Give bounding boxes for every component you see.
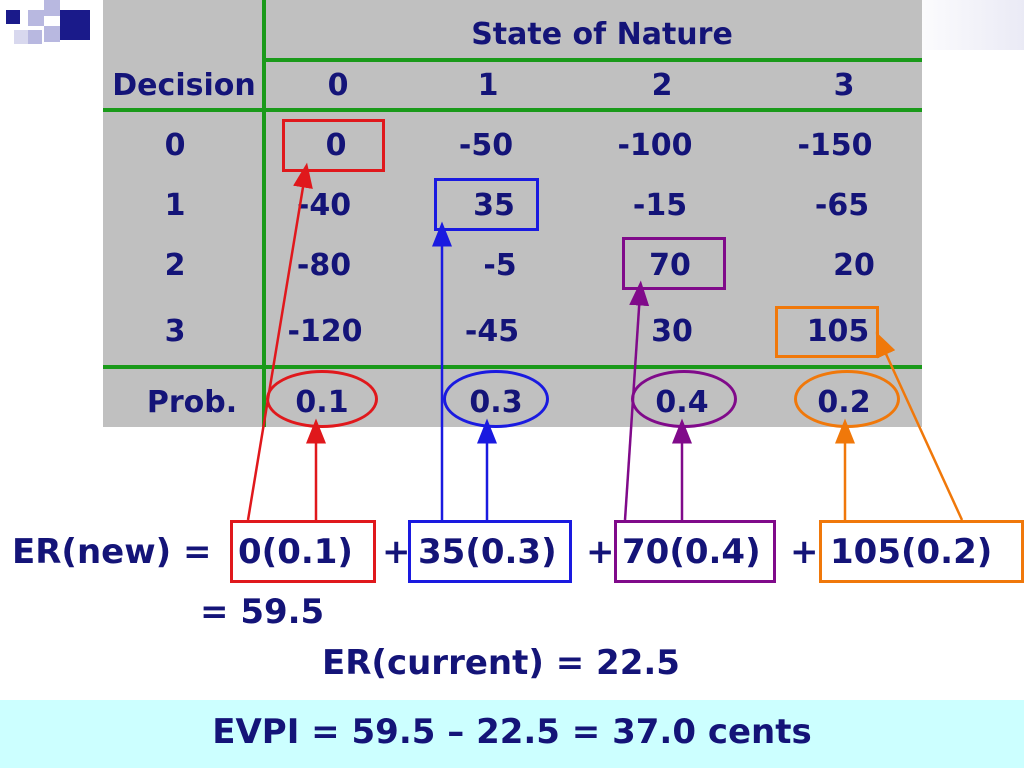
- payoff-cell: -80: [296, 248, 352, 283]
- payoff-cell: -120: [287, 314, 363, 349]
- payoff-cell: -65: [814, 188, 870, 223]
- table-divider-prob: [103, 365, 922, 369]
- highlight-box-purple: [622, 237, 726, 290]
- state-header-2: 2: [651, 68, 673, 103]
- decision-label-0: 0: [164, 128, 186, 163]
- prob-oval-orange: [794, 370, 900, 428]
- term-box-red: [230, 520, 376, 583]
- table-divider-header: [264, 58, 922, 62]
- payoff-cell: -45: [464, 314, 520, 349]
- payoff-cell: -40: [296, 188, 352, 223]
- table-divider-vertical: [262, 0, 266, 427]
- highlight-box-orange: [775, 306, 879, 358]
- prob-oval-purple: [631, 370, 737, 428]
- evpi-result: EVPI = 59.5 – 22.5 = 37.0 cents: [212, 712, 812, 752]
- payoff-cell: -150: [797, 128, 873, 163]
- prob-oval-blue: [443, 370, 549, 428]
- state-of-nature-heading: State of Nature: [471, 17, 733, 52]
- decision-label-3: 3: [164, 314, 186, 349]
- decision-label-1: 1: [164, 188, 186, 223]
- logo-squares-icon: [0, 0, 90, 44]
- payoff-cell: -50: [458, 128, 514, 163]
- decision-label-2: 2: [164, 248, 186, 283]
- term-box-blue: [408, 520, 572, 583]
- prob-label: Prob.: [146, 385, 238, 420]
- highlight-box-blue: [434, 178, 539, 231]
- er-new-result: = 59.5: [200, 592, 325, 632]
- plus-sign: +: [790, 532, 819, 572]
- plus-sign: +: [586, 532, 615, 572]
- state-header-1: 1: [477, 68, 499, 103]
- term-0: 0(0.1): [238, 532, 353, 572]
- payoff-cell: 35: [473, 188, 515, 223]
- plus-sign: +: [382, 532, 411, 572]
- payoff-cell: 20: [833, 248, 875, 283]
- highlight-box-red: [282, 119, 385, 172]
- er-current: ER(current) = 22.5: [322, 643, 680, 683]
- payoff-cell: -100: [617, 128, 693, 163]
- state-header-3: 3: [833, 68, 855, 103]
- table-divider-body: [103, 108, 922, 112]
- term-box-orange: [819, 520, 1024, 583]
- term-1: 35(0.3): [418, 532, 557, 572]
- prob-oval-red: [266, 370, 378, 428]
- evpi-banner: [0, 700, 1024, 768]
- decision-heading: Decision: [112, 68, 256, 103]
- payoff-cell: 70: [649, 248, 691, 283]
- payoff-cell: 30: [651, 314, 693, 349]
- state-header-0: 0: [327, 68, 349, 103]
- payoff-cell: -15: [632, 188, 688, 223]
- payoff-cell: -5: [483, 248, 517, 283]
- payoff-cell: 105: [806, 314, 870, 349]
- term-2: 70(0.4): [622, 532, 761, 572]
- er-new-label: ER(new) =: [12, 532, 212, 572]
- payoff-cell: 0: [325, 128, 347, 163]
- term-box-purple: [614, 520, 776, 583]
- term-3: 105(0.2): [830, 532, 993, 572]
